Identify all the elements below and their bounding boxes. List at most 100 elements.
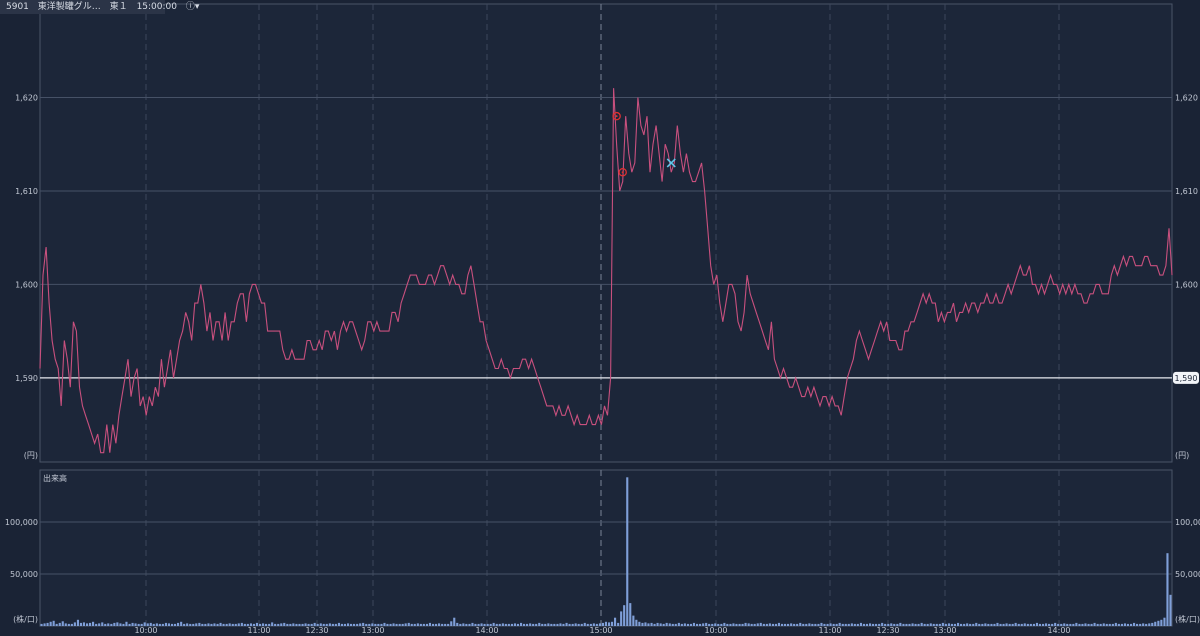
- volume-bar: [210, 623, 213, 626]
- volume-bar: [559, 623, 562, 626]
- volume-bar: [1048, 623, 1051, 626]
- volume-bar: [374, 623, 377, 626]
- volume-bar: [459, 623, 462, 626]
- volume-bar: [817, 623, 820, 626]
- price-line: [39, 88, 1173, 454]
- volume-bar: [784, 623, 787, 626]
- volume-bar: [380, 623, 383, 626]
- volume-bar: [143, 622, 146, 626]
- volume-bar: [456, 622, 459, 626]
- volume-bar: [535, 623, 538, 626]
- volume-bar: [510, 623, 514, 626]
- volume-bar: [310, 623, 313, 626]
- volume-bar: [677, 622, 680, 626]
- volume-bar: [255, 622, 259, 626]
- volume-bar: [665, 622, 668, 626]
- volume-bar: [334, 623, 337, 626]
- volume-bar: [67, 623, 70, 626]
- volume-bar: [167, 623, 171, 626]
- volume-bar: [237, 623, 240, 626]
- x-tick-label: 10:00: [134, 626, 157, 635]
- volume-bar: [1078, 623, 1081, 626]
- volume-bar: [932, 623, 935, 626]
- volume-bar: [565, 622, 568, 626]
- volume-bar: [125, 621, 128, 626]
- volume-bar: [950, 623, 954, 626]
- x-tick-label: 10:00: [704, 626, 727, 635]
- volume-bar: [304, 623, 307, 626]
- volume-bar: [1123, 623, 1127, 626]
- volume-bar: [793, 623, 796, 626]
- stock-code: 5901: [6, 2, 29, 12]
- volume-bar: [647, 623, 650, 626]
- last-price-badge-label: 1,590: [1175, 374, 1198, 383]
- volume-bar: [82, 622, 86, 626]
- volume-bar: [504, 623, 507, 626]
- volume-y-tick-label: 100,000: [5, 518, 38, 527]
- volume-bar: [492, 622, 495, 626]
- volume-bar: [890, 623, 893, 626]
- volume-bar: [611, 621, 614, 626]
- volume-bar: [835, 623, 838, 626]
- volume-bar: [999, 623, 1002, 626]
- volume-bar: [225, 623, 228, 626]
- volume-bar: [101, 622, 104, 626]
- volume-bar: [1120, 623, 1124, 626]
- volume-bar: [571, 623, 574, 626]
- volume-bar: [343, 623, 347, 626]
- volume-bar: [975, 622, 978, 626]
- volume-bar: [1142, 623, 1145, 626]
- volume-bar: [987, 623, 990, 626]
- volume-bar: [122, 623, 125, 626]
- volume-bar: [1069, 623, 1072, 626]
- volume-bar: [450, 621, 453, 626]
- volume-bar: [756, 623, 759, 626]
- volume-bar: [744, 622, 747, 626]
- volume-bar: [1117, 623, 1120, 626]
- volume-bar: [1075, 622, 1078, 626]
- volume-panel-title: 出来高: [43, 473, 67, 483]
- volume-bar: [811, 623, 814, 626]
- volume-bar: [307, 623, 310, 626]
- volume-bar: [213, 623, 216, 626]
- volume-bar: [884, 623, 887, 626]
- volume-bar: [1042, 623, 1045, 626]
- price-y-tick-label: 1,600: [15, 280, 38, 289]
- volume-bar: [1093, 622, 1096, 626]
- volume-bar: [113, 622, 116, 626]
- volume-bar: [265, 623, 268, 626]
- volume-bar: [368, 623, 371, 626]
- volume-bar: [486, 623, 489, 626]
- volume-bar: [204, 623, 207, 626]
- volume-bar: [1151, 622, 1154, 626]
- volume-bar: [107, 623, 110, 626]
- x-tick-label: 11:00: [247, 626, 270, 635]
- volume-bar: [398, 623, 401, 626]
- volume-bar: [862, 623, 866, 626]
- volume-bar: [705, 622, 708, 626]
- volume-bar: [896, 623, 899, 626]
- volume-bar: [981, 623, 984, 626]
- volume-y-tick-label-right: 100,000: [1175, 518, 1200, 527]
- x-tick-label: 12:30: [876, 626, 899, 635]
- info-icon[interactable]: ⓘ▾: [185, 2, 200, 12]
- volume-bar: [623, 605, 626, 626]
- volume-bar: [416, 623, 419, 626]
- volume-bar: [513, 623, 517, 626]
- volume-bar: [923, 623, 926, 626]
- volume-bar: [1099, 623, 1102, 626]
- volume-bar: [972, 623, 975, 626]
- volume-bar: [1111, 623, 1114, 626]
- volume-bar: [228, 623, 231, 626]
- volume-bar: [195, 623, 198, 626]
- price-panel: [39, 3, 1173, 463]
- volume-bar: [966, 623, 969, 626]
- volume-bar: [732, 623, 735, 626]
- volume-bar: [1054, 622, 1057, 626]
- volume-bar: [881, 622, 884, 626]
- volume-bar: [192, 623, 195, 626]
- volume-bar: [908, 623, 911, 626]
- volume-bar: [58, 622, 61, 626]
- volume-bar: [280, 623, 283, 626]
